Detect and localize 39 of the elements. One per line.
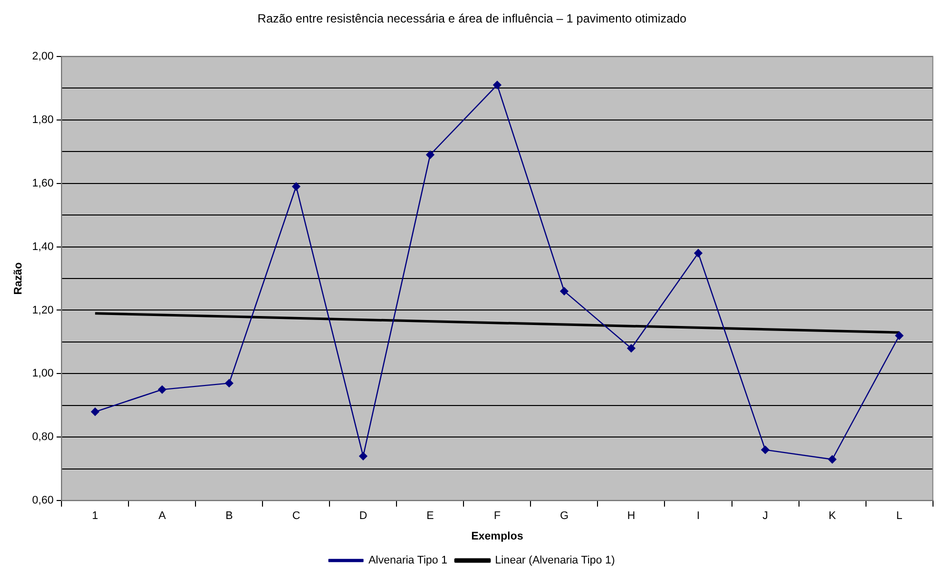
x-tick-label: C: [292, 510, 300, 522]
point: [828, 455, 836, 464]
point: [158, 385, 166, 394]
point: [91, 408, 100, 416]
y-tick-label: 0,60: [32, 494, 54, 507]
x-tick-label: D: [359, 510, 368, 522]
point: [493, 80, 502, 90]
x-tick-label: J: [762, 510, 768, 522]
x-tick-label: E: [426, 510, 434, 522]
x-tick-label: L: [896, 510, 902, 522]
point: [627, 344, 636, 352]
x-tick-label: H: [627, 510, 636, 522]
y-tick-label: 1,80: [32, 114, 54, 126]
x-tick-label: B: [225, 510, 233, 522]
x-tick-label: A: [158, 510, 166, 522]
point: [426, 150, 434, 159]
x-tick-label: 1: [92, 510, 98, 522]
point: [694, 249, 702, 258]
chart-title: Razão entre resistência necessária e área de influência – 1 pavimento otimizado: [258, 12, 687, 26]
x-tick-label: K: [828, 510, 837, 522]
y-tick-label: 1,40: [32, 240, 54, 253]
point: [225, 379, 234, 388]
y-tick-label: 2,00: [32, 50, 54, 62]
point: [560, 287, 568, 296]
x-tick-label: F: [494, 510, 501, 522]
point: [292, 182, 300, 191]
y-tick-label: 0,80: [32, 431, 54, 444]
x-tick-label: I: [696, 510, 700, 522]
y-tick-label: 1,20: [32, 304, 54, 316]
y-axis-title: Razão: [12, 262, 25, 295]
y-tick-label: 1,00: [32, 368, 54, 380]
point: [895, 332, 904, 340]
y-tick-label: 1,60: [32, 177, 54, 190]
point: [761, 446, 770, 454]
legend-label: Linear (Alvenaria Tipo 1): [495, 554, 615, 567]
x-tick-label: G: [560, 510, 568, 522]
x-axis-title: Exemplos: [471, 530, 524, 542]
point: [359, 452, 368, 460]
legend-label: Alvenaria Tipo 1: [368, 554, 448, 567]
